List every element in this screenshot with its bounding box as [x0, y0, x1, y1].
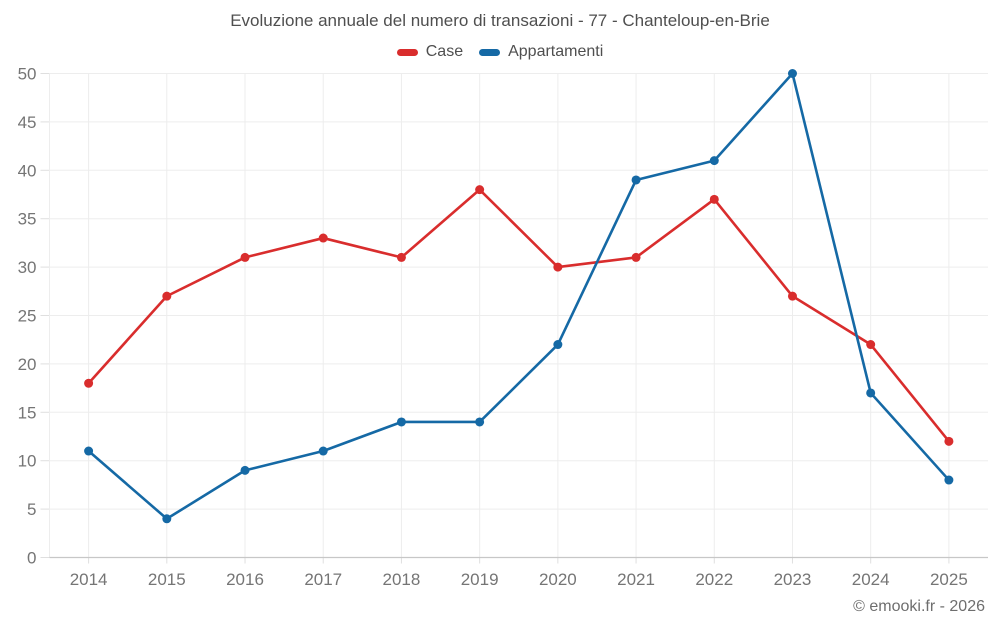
appartamenti-data-point[interactable] [396, 417, 406, 427]
case-data-point[interactable] [709, 194, 719, 204]
y-axis-label: 20 [18, 355, 37, 374]
chart-legend: Case Appartamenti [0, 44, 1000, 60]
appartamenti-data-point[interactable] [709, 156, 719, 166]
case-data-point[interactable] [944, 436, 954, 446]
x-axis-label: 2021 [617, 570, 655, 589]
case-legend-swatch-icon [396, 48, 418, 56]
appartamenti-data-point[interactable] [787, 69, 797, 78]
case-data-point[interactable] [162, 291, 172, 301]
appartamenti-data-point[interactable] [944, 475, 954, 485]
appartamenti-data-point[interactable] [631, 175, 641, 185]
legend-item-appartamenti[interactable]: Appartamenti [479, 44, 603, 60]
x-axis-label: 2017 [304, 570, 342, 589]
case-series [84, 185, 954, 446]
case-data-point[interactable] [84, 378, 94, 388]
y-axis-label: 45 [18, 113, 37, 132]
y-axis-label: 25 [18, 306, 37, 325]
appartamenti-data-point[interactable] [84, 446, 94, 456]
case-data-point[interactable] [631, 252, 641, 262]
case-legend-label: Case [425, 43, 464, 60]
x-axis-label: 2018 [383, 570, 421, 589]
x-axis-label: 2014 [70, 570, 108, 589]
appartamenti-data-point[interactable] [866, 388, 876, 398]
x-axis-label: 2019 [461, 570, 499, 589]
appartamenti-data-point[interactable] [162, 514, 172, 524]
y-axis-label: 50 [18, 64, 37, 83]
chart-title: Evoluzione annuale del numero di transaz… [230, 11, 770, 30]
y-axis-label: 30 [18, 258, 37, 277]
y-axis-label: 5 [27, 500, 36, 519]
case-data-point[interactable] [475, 185, 485, 195]
y-axis-label: 40 [18, 161, 37, 180]
appartamenti-data-point[interactable] [553, 340, 563, 350]
x-axis-label: 2020 [539, 570, 577, 589]
case-data-point[interactable] [866, 340, 876, 350]
appartamenti-data-point[interactable] [475, 417, 485, 427]
case-data-point[interactable] [396, 252, 406, 262]
case-line [87, 188, 951, 443]
y-axis-label: 0 [27, 548, 36, 567]
legend-item-case[interactable]: Case [396, 43, 464, 60]
y-axis-label: 35 [18, 210, 37, 229]
y-axis-label: 15 [18, 403, 37, 422]
x-axis-label: 2025 [930, 570, 968, 589]
x-axis-label: 2024 [852, 570, 890, 589]
copyright-footer: © emooki.fr - 2026 [853, 598, 985, 615]
x-axis-label: 2022 [695, 570, 733, 589]
appartamenti-line [87, 72, 951, 521]
case-data-point[interactable] [318, 233, 328, 243]
y-axis-label: 10 [18, 452, 37, 471]
x-axis-label: 2023 [774, 570, 812, 589]
appartamenti-series [84, 69, 954, 524]
case-data-point[interactable] [553, 262, 563, 272]
appartamenti-data-point[interactable] [240, 465, 250, 475]
case-data-point[interactable] [787, 291, 797, 301]
appartamenti-legend-label: Appartamenti [508, 43, 604, 60]
x-axis-label: 2015 [148, 570, 186, 589]
appartamenti-data-point[interactable] [318, 446, 328, 456]
appartamenti-legend-swatch-icon [479, 48, 501, 56]
x-axis-label: 2016 [226, 570, 264, 589]
case-data-point[interactable] [240, 252, 250, 262]
